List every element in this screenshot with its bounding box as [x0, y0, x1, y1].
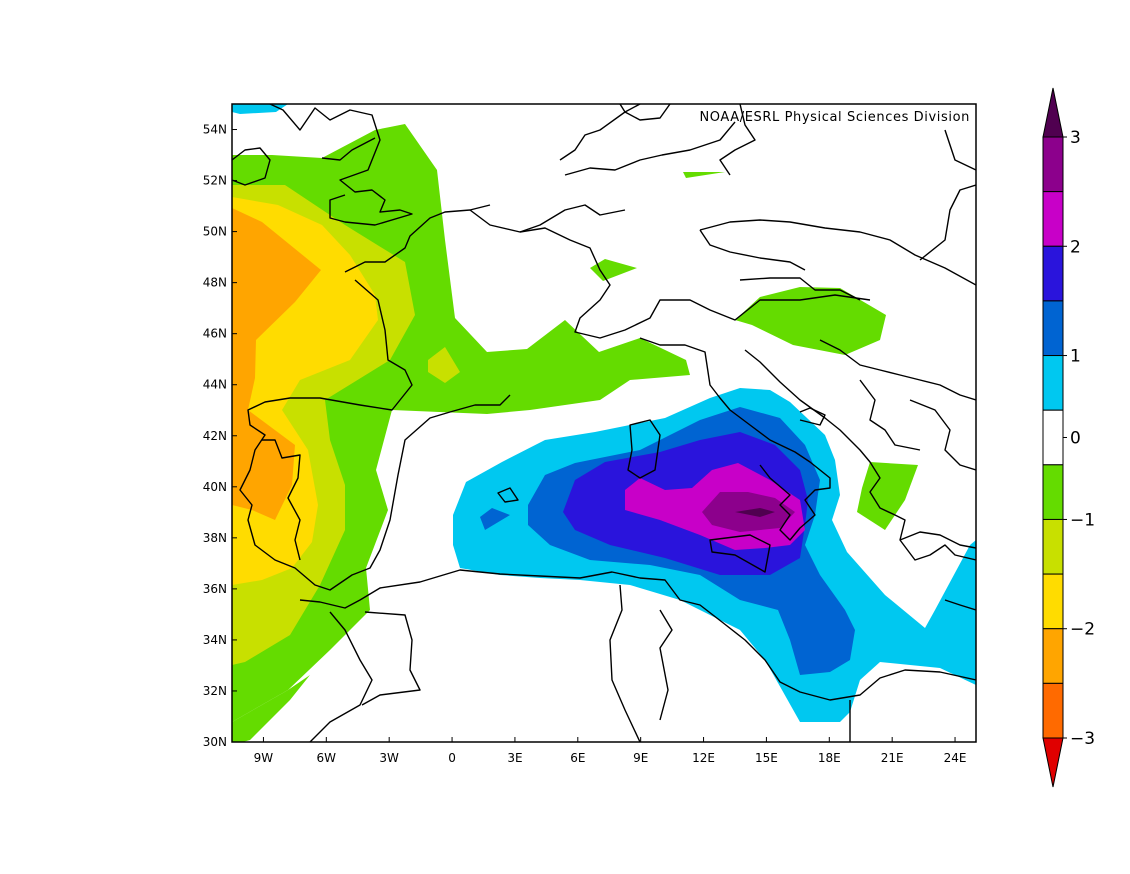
colorbar-swatch — [1042, 245, 1064, 302]
y-tick-label: 38N — [203, 531, 227, 545]
x-tick-label: 18E — [818, 751, 841, 765]
map-frame — [231, 103, 977, 743]
y-axis: 54N 52N 50N 48N 46N 44N 42N 40N 38N 36N 34N 32N 30N — [203, 123, 237, 749]
x-tick-label: 6E — [570, 751, 585, 765]
colorbar-swatch — [1042, 518, 1064, 575]
negative-anomaly-alps-green — [735, 287, 886, 355]
colorbar-label: −2 — [1070, 620, 1095, 640]
colorbar-swatch — [1042, 355, 1064, 411]
y-tick-label: 48N — [203, 276, 227, 290]
x-tick-label: 15E — [755, 751, 778, 765]
y-tick-label: 32N — [203, 684, 227, 698]
coastlines — [232, 104, 976, 742]
colorbar-label: −1 — [1070, 510, 1095, 530]
x-tick-label: 21E — [881, 751, 904, 765]
map-panel: NOAA/ESRL Physical Sciences Division 9W 6… — [203, 103, 977, 765]
colorbar-min-triangle — [1042, 737, 1064, 788]
colorbar-label: 0 — [1070, 429, 1081, 449]
y-tick-label: 46N — [203, 327, 227, 341]
y-tick-label: 52N — [203, 174, 227, 188]
credit-label: NOAA/ESRL Physical Sciences Division — [699, 110, 970, 125]
x-tick-label: 3E — [507, 751, 522, 765]
colorbar-swatch — [1042, 136, 1064, 193]
y-tick-label: 34N — [203, 633, 227, 647]
colorbar-swatch — [1042, 409, 1064, 466]
colorbar-label: 3 — [1070, 128, 1081, 148]
colorbar-swatch — [1042, 300, 1064, 357]
y-tick-label: 50N — [203, 225, 227, 239]
colorbar-max-triangle — [1042, 87, 1064, 138]
colorbar-swatch — [1042, 682, 1064, 739]
positive-anomaly-dark-purple — [735, 508, 775, 517]
negative-anomaly-greece-green — [857, 462, 918, 530]
shaded-contours — [232, 104, 976, 742]
colorbar-swatch — [1042, 464, 1064, 520]
x-tick-label: 9E — [633, 751, 648, 765]
x-tick-label: 9W — [254, 751, 274, 765]
x-tick-label: 24E — [944, 751, 967, 765]
colorbar-swatch — [1042, 573, 1064, 630]
y-tick-label: 36N — [203, 582, 227, 596]
colorbar-swatch — [1042, 628, 1064, 684]
colorbar-label: −3 — [1070, 729, 1095, 749]
colorbar: 3 2 1 0 −1 −2 −3 — [1042, 87, 1095, 788]
x-axis: 9W 6W 3W 0 3E 6E 9E 12E 15E 18E 21E 24E — [254, 737, 967, 765]
x-tick-label: 3W — [379, 751, 399, 765]
x-tick-label: 6W — [317, 751, 337, 765]
x-tick-label: 12E — [692, 751, 715, 765]
x-tick-label: 0 — [448, 751, 456, 765]
colorbar-label: 2 — [1070, 237, 1081, 257]
y-tick-label: 40N — [203, 480, 227, 494]
colorbar-label: 1 — [1070, 347, 1081, 367]
colorbar-swatch — [1042, 191, 1064, 247]
y-tick-label: 42N — [203, 429, 227, 443]
negative-anomaly-iberia-orange — [232, 208, 321, 520]
y-tick-label: 44N — [203, 378, 227, 392]
y-tick-label: 54N — [203, 123, 227, 137]
y-tick-label: 30N — [203, 735, 227, 749]
